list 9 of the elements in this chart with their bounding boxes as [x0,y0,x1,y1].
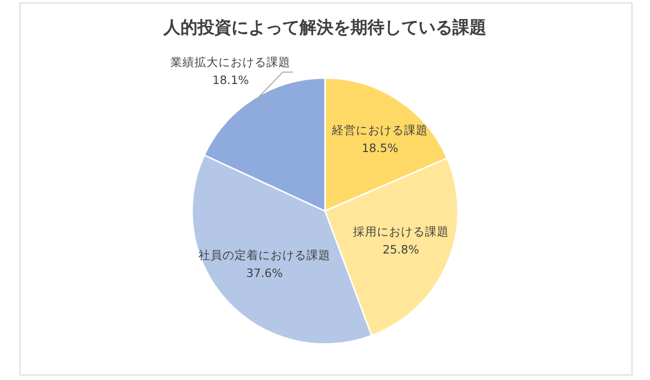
data-label: 37.6% [246,266,283,280]
slice-label: 採用における課題 [352,224,449,238]
data-label: 25.8% [382,242,420,256]
slice-label: 社員の定着における課題 [198,248,331,262]
data-label: 18.1% [212,73,250,88]
slice-label: 業績拡大における課題 [170,55,291,70]
data-label: 18.5% [362,141,398,156]
slice-label: 経営における課題 [331,123,428,138]
chart-title: 人的投資によって解決を期待している課題 [162,18,486,38]
